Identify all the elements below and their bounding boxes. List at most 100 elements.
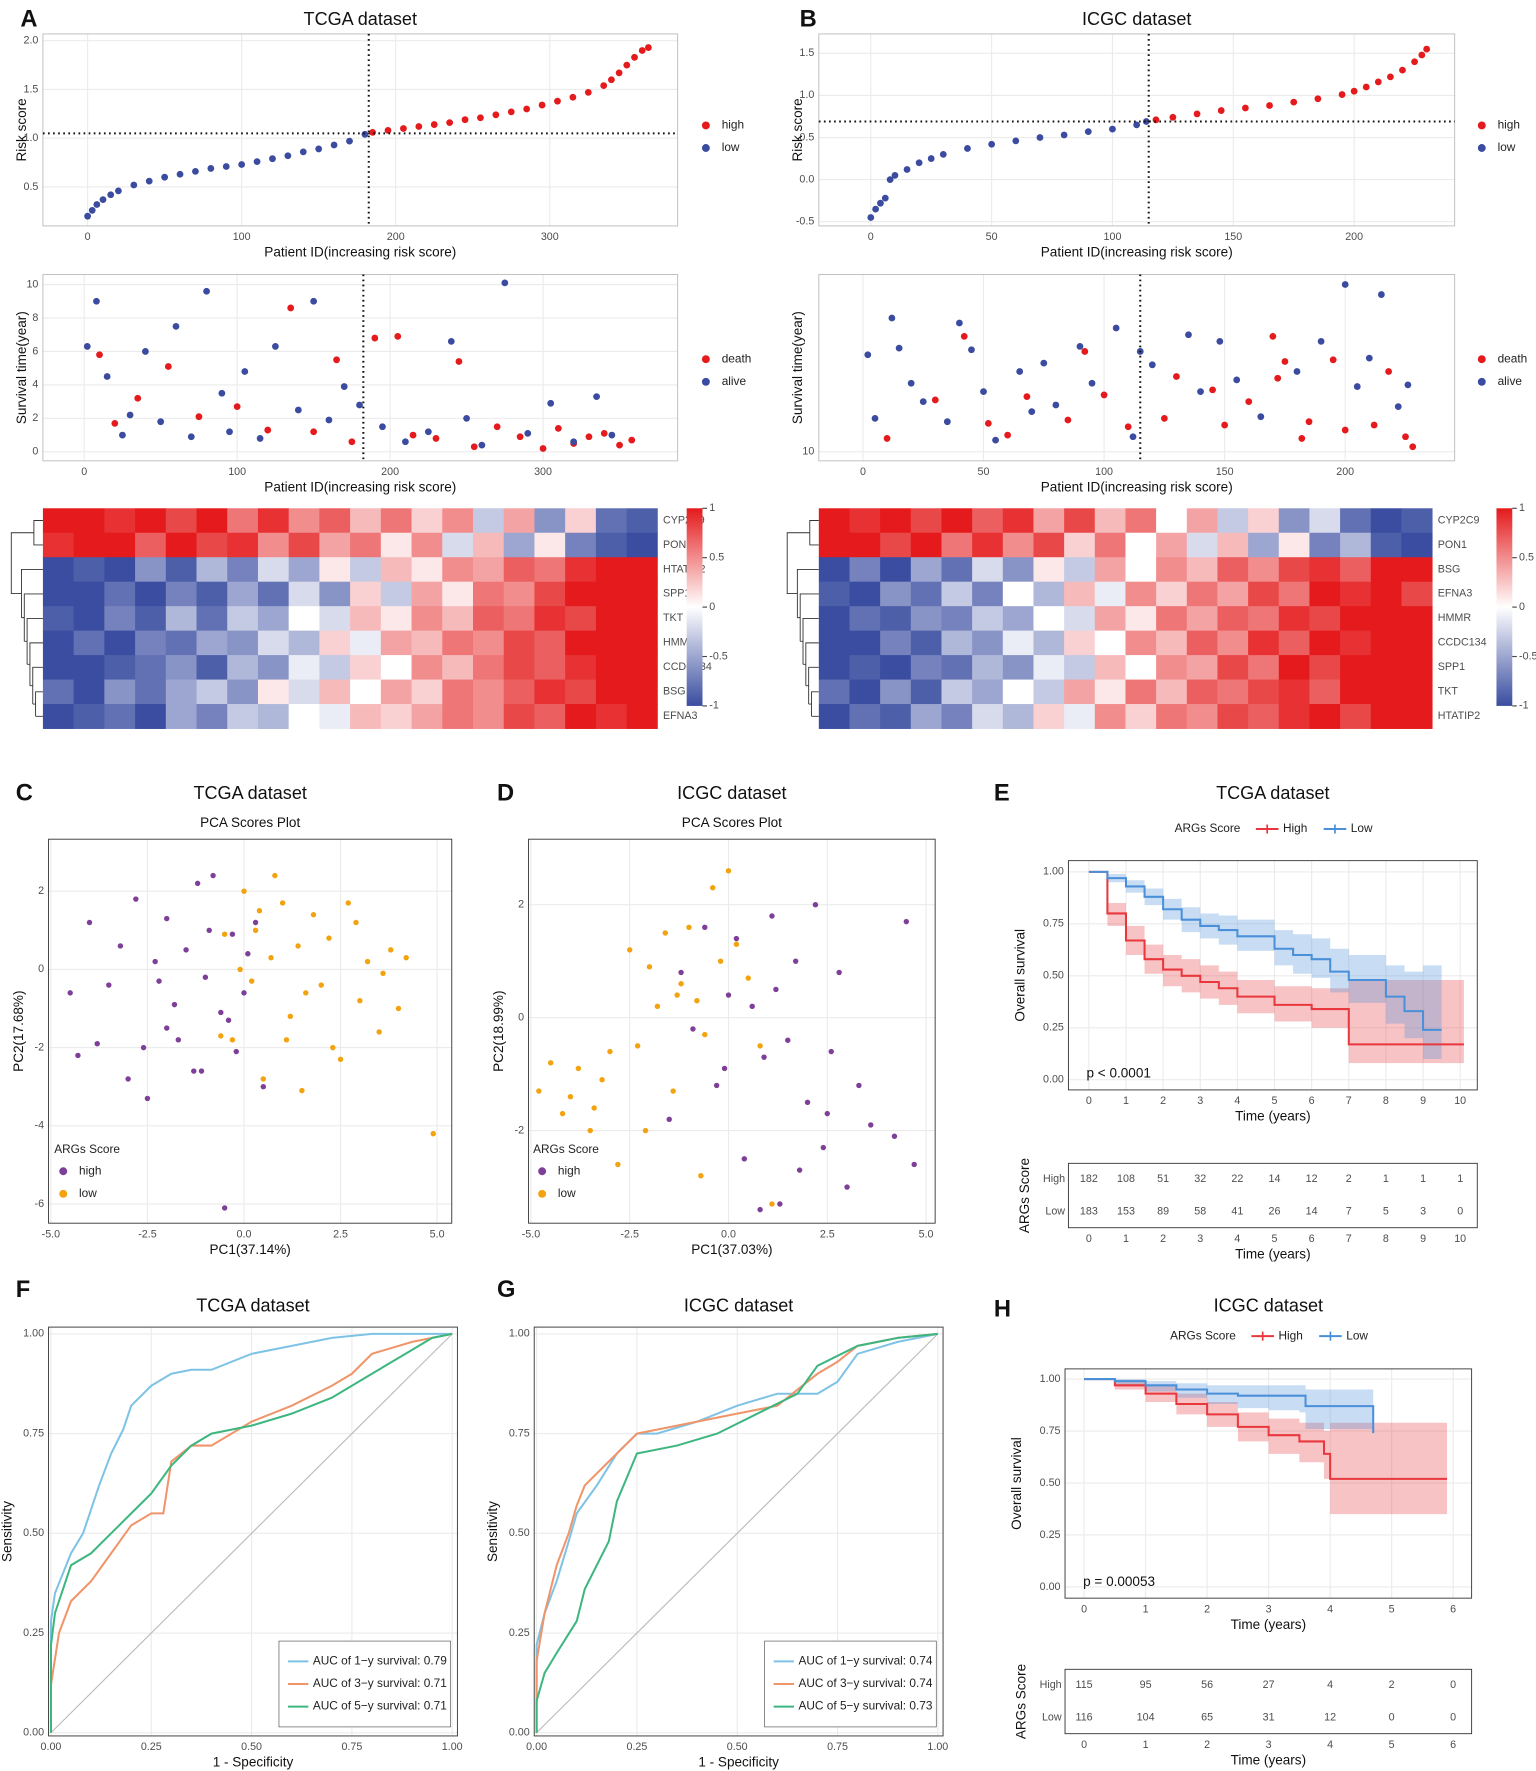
point — [134, 394, 142, 402]
heatmap-cell — [1094, 508, 1126, 534]
y-tick-label: 10 — [802, 446, 814, 458]
legend-label: High — [1278, 1328, 1302, 1342]
heatmap-cell — [972, 704, 1004, 729]
risk-count: 116 — [1076, 1711, 1093, 1723]
legend-swatch — [59, 1189, 68, 1198]
point — [891, 1133, 898, 1139]
point — [587, 1127, 593, 1134]
risk-count: 2 — [1346, 1173, 1352, 1185]
heatmap-cell — [626, 630, 658, 656]
x-tick-label: 0.00 — [41, 1741, 62, 1753]
y-axis-label: Overall survival — [1013, 929, 1028, 1022]
colorbar-label: -0.5 — [1519, 650, 1536, 662]
row-label: EFNA3 — [1438, 588, 1473, 600]
point — [299, 1087, 305, 1094]
risk-count: 153 — [1117, 1205, 1135, 1217]
point — [895, 344, 903, 352]
heatmap-cell — [595, 606, 628, 632]
heatmap-cell — [165, 508, 197, 534]
legend-label: alive — [722, 374, 747, 388]
x-tick-label: 0 — [85, 231, 91, 243]
y-tick-label: 0.75 — [509, 1427, 530, 1439]
heatmap-cell — [972, 606, 1004, 632]
legend-label: death — [722, 351, 752, 365]
point — [272, 343, 279, 350]
point — [477, 114, 484, 122]
survival-line — [1084, 1378, 1448, 1480]
x-tick-label: 0 — [81, 466, 87, 478]
panel-label: B — [800, 7, 817, 33]
point — [206, 927, 212, 934]
heatmap-cell — [503, 508, 535, 534]
chart-title: TCGA dataset — [304, 9, 417, 29]
point — [99, 196, 107, 203]
y-tick-label: 0.75 — [1040, 1425, 1061, 1437]
point — [931, 396, 939, 404]
point — [694, 997, 700, 1004]
point — [864, 351, 872, 359]
heatmap-cell — [288, 508, 320, 534]
colorbar-label: -1 — [709, 700, 719, 712]
heatmap-cell — [1125, 557, 1157, 583]
heatmap-cell — [1248, 508, 1280, 534]
chart-subtitle: PCA Scores Plot — [682, 815, 782, 830]
x-tick-label: 0.50 — [727, 1741, 748, 1753]
heatmap-cell — [319, 532, 351, 558]
point — [117, 943, 124, 949]
point — [539, 445, 547, 452]
heatmap-cell — [1156, 508, 1188, 534]
point — [524, 430, 532, 437]
y-axis-label: PC2(17.68%) — [11, 991, 26, 1072]
panel-label: C — [16, 780, 33, 806]
point — [792, 958, 799, 964]
point — [103, 373, 111, 380]
heatmap-cell — [503, 630, 535, 656]
point — [547, 1060, 554, 1066]
point — [1387, 73, 1394, 81]
heatmap-cell — [135, 655, 167, 681]
point — [260, 1076, 267, 1082]
reference-diagonal — [50, 1333, 453, 1734]
heatmap-cell — [1094, 606, 1126, 632]
risk-count: 7 — [1346, 1205, 1352, 1217]
heatmap-cell — [1217, 704, 1249, 729]
point — [395, 1005, 402, 1012]
point — [507, 108, 515, 116]
y-tick-label: 0.00 — [509, 1727, 530, 1739]
point — [256, 908, 263, 914]
heatmap-cell — [319, 655, 351, 681]
point — [1305, 418, 1313, 426]
point — [1169, 113, 1177, 121]
heatmap-cell — [1340, 508, 1372, 534]
heatmap-cell — [288, 679, 320, 705]
point — [106, 982, 112, 988]
heatmap-cell — [626, 508, 658, 534]
point — [725, 868, 732, 874]
point — [877, 199, 884, 207]
heatmap-cell — [1002, 508, 1034, 534]
point — [956, 319, 963, 327]
panel-label: D — [497, 780, 514, 806]
legend-title: ARGs Score — [533, 1142, 599, 1156]
dendrogram — [786, 520, 819, 717]
heatmap-cell — [42, 508, 75, 534]
heatmap-cell — [626, 557, 658, 583]
heatmap-cell — [1248, 532, 1280, 558]
heatmap-cell — [319, 557, 351, 583]
point — [1129, 433, 1137, 441]
point — [871, 414, 879, 422]
point — [161, 173, 169, 181]
heatmap-cell — [534, 704, 566, 729]
p-value: p < 0.0001 — [1086, 1066, 1150, 1081]
row-label: HTATIP2 — [1438, 710, 1481, 722]
y-tick-label: 0.50 — [509, 1527, 530, 1539]
point — [93, 201, 101, 208]
heatmap-cell — [411, 532, 443, 558]
point — [872, 205, 880, 213]
x-axis-label: Time (years) — [1235, 1246, 1311, 1261]
heatmap-cell — [1248, 655, 1280, 681]
chart-title: ICGC dataset — [684, 1296, 793, 1316]
point — [310, 911, 317, 918]
heatmap-cell — [1186, 679, 1218, 705]
heatmap-cell — [196, 679, 228, 705]
